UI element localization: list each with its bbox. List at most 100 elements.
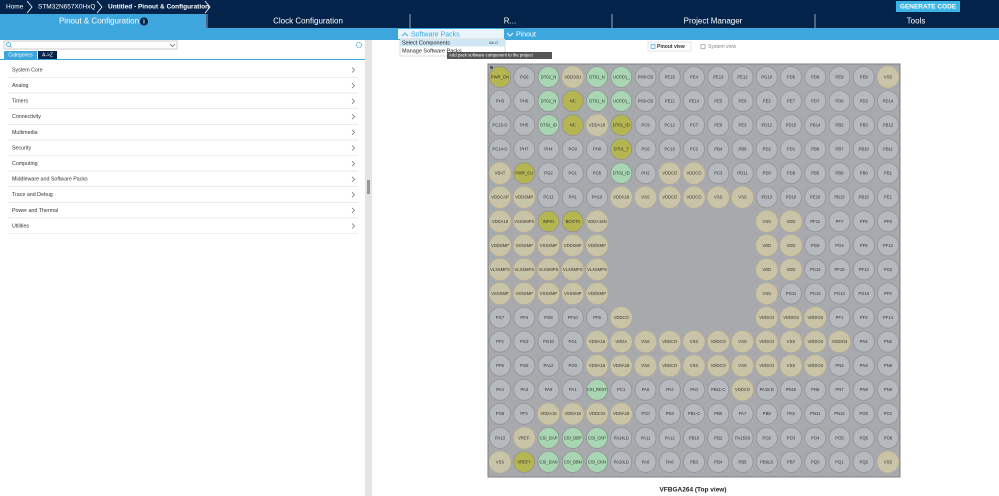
pin-label[interactable]: VSS (714, 195, 723, 200)
pin[interactable] (561, 451, 584, 473)
pin[interactable] (804, 66, 827, 88)
pin-label[interactable]: PB15 (859, 195, 870, 200)
pin-label[interactable]: VDDIO2 (807, 315, 823, 320)
pin-label[interactable]: VBAT (495, 171, 506, 176)
pin-label[interactable]: PG0 (569, 147, 578, 152)
generate-button[interactable] (896, 1, 960, 12)
pin[interactable] (586, 354, 608, 377)
pin-label[interactable]: PA1 (569, 387, 577, 392)
pin-label[interactable]: PF5 (593, 315, 601, 320)
pin[interactable] (828, 210, 851, 233)
pin-label[interactable]: PB2 (836, 123, 845, 128)
pin[interactable] (828, 66, 851, 88)
pin[interactable] (852, 66, 875, 88)
pin[interactable] (513, 90, 536, 112)
pin[interactable] (537, 282, 560, 305)
pin[interactable] (804, 427, 827, 449)
pin-label[interactable]: PN3 (835, 363, 844, 368)
pin-label[interactable]: PE9 (836, 74, 845, 79)
tab[interactable]: R... (504, 17, 516, 26)
pin[interactable] (513, 354, 536, 377)
pin[interactable] (586, 90, 608, 112)
pin-label[interactable]: PE6 (739, 98, 748, 103)
pin-label[interactable]: PQ2 (860, 459, 869, 464)
pin[interactable] (877, 186, 899, 209)
pin[interactable] (877, 402, 899, 425)
pin-label[interactable]: PB4 (714, 147, 723, 152)
pin[interactable] (513, 138, 536, 161)
pin[interactable] (561, 282, 584, 305)
pin-label[interactable]: PD12 (762, 123, 773, 128)
pin[interactable] (683, 427, 705, 449)
info-icon[interactable] (140, 17, 148, 26)
pin[interactable] (586, 306, 608, 329)
pin[interactable] (537, 66, 560, 88)
pin-label[interactable]: PH7 (520, 147, 529, 152)
pin[interactable] (634, 330, 657, 353)
pin-label[interactable]: VSS (641, 363, 650, 368)
pin[interactable] (513, 402, 536, 425)
pin-label[interactable]: VSS (884, 74, 893, 79)
pin-label[interactable]: VSS (738, 339, 747, 344)
pin[interactable] (828, 258, 851, 281)
pin-label[interactable]: VSS (690, 363, 699, 368)
pin[interactable] (561, 90, 584, 112)
pin-label[interactable]: PB2 (714, 435, 723, 440)
pin-label[interactable]: CSI_REXT (587, 387, 608, 392)
pin-label[interactable]: BOOT0 (566, 219, 581, 224)
menu-item[interactable]: Manage Software Packs (402, 48, 462, 54)
pin-label[interactable]: PG4 (835, 243, 844, 248)
category[interactable]: Trace and Debug (12, 192, 53, 198)
pin[interactable] (780, 402, 802, 425)
pin[interactable] (755, 258, 778, 281)
category[interactable]: Middleware and Software Packs (12, 177, 88, 183)
pin-label[interactable]: VSS (641, 339, 650, 344)
pin-label[interactable]: PB10 (689, 435, 700, 440)
pin[interactable] (586, 114, 608, 136)
pin[interactable] (610, 402, 633, 425)
pin[interactable] (828, 451, 851, 473)
pin-label[interactable]: PH8-OS (638, 74, 654, 79)
pin-label[interactable]: PH10 (592, 195, 603, 200)
pin-label[interactable]: PA8 (642, 459, 650, 464)
pin-label[interactable]: PA11 (641, 435, 651, 440)
pin[interactable] (852, 378, 875, 401)
pin-label[interactable]: PF3 (860, 315, 868, 320)
pin-label[interactable]: PG7 (496, 315, 505, 320)
pin-label[interactable]: PE14 (689, 98, 700, 103)
pin[interactable] (731, 186, 754, 209)
pin-label[interactable]: CSI_DBN (564, 459, 582, 464)
pin[interactable] (780, 186, 802, 209)
pin-label[interactable]: VDD (787, 219, 796, 224)
pin-label[interactable]: PF2 (496, 339, 504, 344)
pin[interactable] (537, 451, 560, 473)
pin-label[interactable]: PD13 (762, 195, 773, 200)
pin[interactable] (683, 378, 705, 401)
pin-label[interactable]: VDDA18 (613, 195, 630, 200)
pin-label[interactable]: VSSSMP (491, 291, 509, 296)
pin-label[interactable]: PB6 (739, 147, 748, 152)
pin-label[interactable]: PF14 (883, 315, 894, 320)
view-label[interactable]: Pinout view (657, 44, 685, 50)
pin[interactable] (852, 282, 875, 305)
pin[interactable] (683, 162, 705, 185)
pin[interactable] (513, 306, 536, 329)
pin[interactable] (610, 378, 633, 401)
pin-label[interactable]: PN6 (811, 387, 820, 392)
category[interactable]: Connectivity (12, 114, 41, 120)
pin-label[interactable]: PD2 (763, 147, 772, 152)
category[interactable]: Timers (12, 99, 28, 105)
pin-label[interactable]: PN11 (810, 411, 821, 416)
pin-label[interactable]: VDDCO (735, 387, 751, 392)
pin-label[interactable]: PD3 (860, 98, 869, 103)
pin-label[interactable]: PQ5 (860, 435, 869, 440)
pin-label[interactable]: VDDCO (662, 195, 678, 200)
pin-label[interactable]: VDDSMP (491, 243, 509, 248)
pin[interactable] (755, 114, 778, 136)
pin-label[interactable]: VDDA18 (565, 411, 582, 416)
pin[interactable] (755, 378, 778, 401)
pin-label[interactable]: VLXSMPS (587, 267, 607, 272)
pin[interactable] (731, 378, 754, 401)
pin-label[interactable]: VSSSMP (540, 243, 558, 248)
pin[interactable] (683, 90, 705, 112)
